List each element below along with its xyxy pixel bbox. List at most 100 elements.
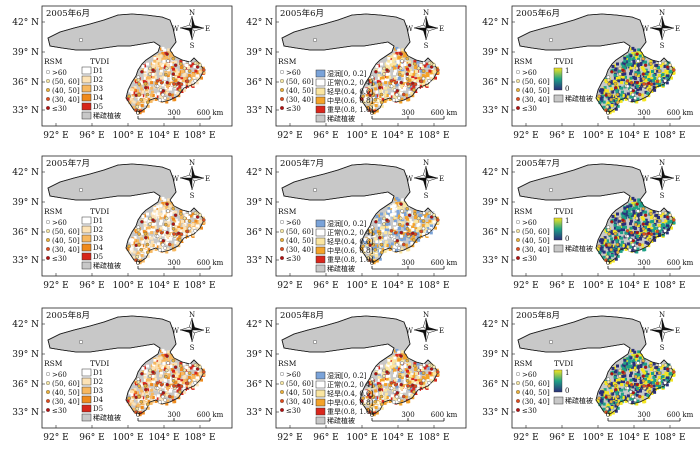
- rsm-station-point: [193, 363, 198, 367]
- scale-bar: 0 300 600 km: [606, 411, 694, 422]
- tvdi-cell: [661, 73, 665, 77]
- scale-bar: 0 300 600 km: [136, 109, 224, 120]
- tvdi-cell: [393, 69, 397, 73]
- scale-bar: 0 300 600 km: [136, 259, 224, 270]
- north-label: N: [659, 9, 665, 17]
- tvdi-legend-swatch: [81, 75, 92, 84]
- tvdi-cell: [650, 214, 654, 218]
- tvdi-cell: [397, 358, 401, 362]
- tvdi-cell: [183, 88, 187, 92]
- tvdi-cell: [366, 91, 370, 95]
- tvdi-cell: [387, 72, 391, 76]
- tvdi-cell: [623, 72, 627, 76]
- tvdi-cell: [155, 362, 159, 366]
- rsm-station-point: [382, 216, 386, 221]
- tvdi-cell: [159, 219, 163, 223]
- tvdi-cell: [137, 105, 141, 109]
- tvdi-cell: [155, 81, 159, 85]
- tvdi-cell: [169, 87, 172, 91]
- tvdi-cell: [393, 368, 397, 372]
- tvdi-cell: [390, 63, 394, 67]
- rsm-station-point: [151, 218, 155, 222]
- tvdi-cell: [613, 73, 617, 77]
- rsm-station-point: [127, 244, 131, 249]
- tvdi-cell: [388, 247, 392, 251]
- rsm-station-point: [155, 79, 160, 83]
- rsm-station-point: [377, 81, 382, 86]
- tvdi-cell: [381, 229, 385, 233]
- tvdi-cell: [623, 209, 627, 213]
- tvdi-cell: [623, 358, 627, 362]
- tvdi-cell: [181, 79, 185, 83]
- tvdi-colorbar: [553, 369, 563, 393]
- tvdi-cell: [365, 88, 369, 92]
- rsm-station-point: [399, 230, 404, 235]
- tvdi-cell: [429, 211, 433, 215]
- tvdi-cell: [393, 54, 397, 58]
- tvdi-cell: [668, 70, 672, 74]
- tvdi-cell: [637, 232, 641, 236]
- rsm-station-point: [158, 400, 162, 404]
- tvdi-cell: [195, 223, 199, 227]
- tvdi-cell: [163, 213, 167, 217]
- rsm-station-point: [641, 227, 646, 231]
- rsm-station-point: [618, 222, 622, 226]
- tvdi-cell: [638, 54, 642, 58]
- tvdi-cell: [132, 241, 136, 245]
- tvdi-cell: [155, 383, 159, 387]
- rsm-station-point: [648, 238, 652, 242]
- rsm-legend-marker: [280, 106, 284, 111]
- north-label: N: [189, 311, 195, 319]
- tvdi-cell: [142, 382, 146, 386]
- rsm-station-point: [616, 250, 620, 255]
- tvdi-cell: [390, 55, 394, 59]
- tvdi-cell: [628, 384, 632, 388]
- tvdi-cell: [608, 234, 612, 238]
- tvdi-cell: [655, 368, 659, 372]
- tvdi-cell: [159, 212, 163, 216]
- tvdi-cell: [626, 394, 630, 398]
- rsm-station-point: [370, 225, 375, 229]
- scalebar-tick-label: 0: [606, 259, 610, 267]
- rsm-station-point: [171, 56, 176, 61]
- latitude-label: 33° N: [12, 256, 39, 266]
- tvdi-cell: [428, 371, 432, 375]
- tvdi-cell: [375, 215, 379, 218]
- latitude-label: 39° N: [246, 350, 273, 360]
- tvdi-cell: [375, 79, 379, 83]
- tvdi-cell: [425, 375, 429, 379]
- tvdi-cell: [157, 366, 161, 370]
- tvdi-cell: [612, 231, 615, 235]
- tvdi-cell: [382, 85, 386, 89]
- tvdi-cell: [377, 375, 381, 379]
- rsm-station-point: [195, 367, 200, 371]
- rsm-station-point: [668, 63, 672, 67]
- rsm-station-point: [143, 231, 148, 236]
- tvdi-cell: [630, 99, 634, 103]
- tvdi-cell: [631, 196, 635, 200]
- tvdi-cell: [150, 392, 154, 396]
- rsm-station-point: [201, 218, 206, 222]
- tvdi-cell: [622, 363, 626, 367]
- rsm-station-point: [382, 222, 386, 226]
- rsm-legend: RSM>60(50, 60](40, 50](30, 40]≤30: [44, 57, 80, 113]
- tvdi-cell: [630, 401, 634, 405]
- tvdi-cell: [378, 88, 382, 92]
- tvdi-cell: [376, 81, 379, 85]
- tvdi-cell: [406, 217, 409, 221]
- tvdi-cell: [137, 247, 141, 250]
- tvdi-cell: [407, 371, 411, 375]
- longitude-label: 100° E: [582, 281, 613, 291]
- tvdi-cell: [139, 81, 143, 85]
- tvdi-cell: [613, 375, 617, 379]
- rsm-station-point: [198, 365, 202, 369]
- tvdi-cell: [144, 257, 148, 261]
- rsm-station-point: [643, 63, 648, 68]
- tvdi-cell: [372, 413, 376, 417]
- tvdi-cell: [378, 238, 382, 242]
- rsm-station-point: [646, 383, 651, 388]
- tvdi-cell: [610, 389, 614, 393]
- tvdi-cell: [128, 251, 132, 255]
- east-label: E: [439, 327, 444, 335]
- tvdi-cell: [389, 245, 393, 248]
